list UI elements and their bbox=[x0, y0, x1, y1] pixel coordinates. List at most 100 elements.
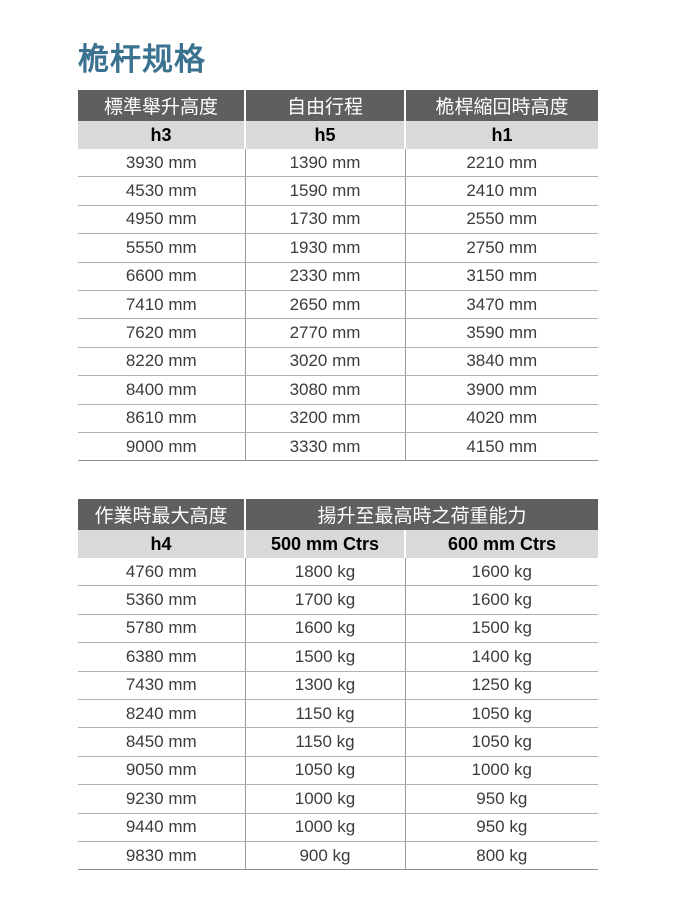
table-cell: 3080 mm bbox=[244, 375, 405, 405]
table-cell: 1730 mm bbox=[244, 205, 405, 235]
table-cell: 7410 mm bbox=[78, 290, 245, 320]
table-row: 9050 mm 1050 kg 1000 kg bbox=[78, 756, 599, 786]
table-row: 8400 mm 3080 mm 3900 mm bbox=[78, 375, 598, 405]
subheader-row: h3 h5 h1 bbox=[78, 121, 598, 149]
table-header: 作業時最大高度 揚升至最高時之荷重能力 h4 500 mm Ctrs 600 m… bbox=[78, 499, 599, 558]
table-cell: 1000 kg bbox=[244, 784, 405, 814]
table-row: 5780 mm 1600 kg 1500 kg bbox=[78, 614, 599, 644]
table-cell: 4530 mm bbox=[78, 176, 245, 206]
table-cell: 1500 kg bbox=[404, 614, 599, 644]
table-row: 9230 mm 1000 kg 950 kg bbox=[78, 784, 599, 814]
table-row: 7430 mm 1300 kg 1250 kg bbox=[78, 671, 599, 700]
table-cell: 1250 kg bbox=[404, 671, 599, 700]
table-cell: 1390 mm bbox=[244, 149, 405, 178]
table-cell: 4150 mm bbox=[404, 432, 598, 462]
table-cell: 3470 mm bbox=[404, 290, 598, 320]
subheader-h5: h5 bbox=[244, 121, 405, 149]
table-cell: 1050 kg bbox=[404, 727, 599, 757]
header-row: 標準舉升高度 自由行程 桅桿縮回時高度 bbox=[78, 90, 598, 121]
table-cell: 1050 kg bbox=[404, 699, 599, 729]
subheader-500mm-ctrs: 500 mm Ctrs bbox=[244, 530, 405, 558]
header-row: 作業時最大高度 揚升至最高時之荷重能力 bbox=[78, 499, 599, 530]
table-cell: 8450 mm bbox=[78, 727, 245, 757]
table-cell: 2750 mm bbox=[404, 233, 598, 263]
table-cell: 5360 mm bbox=[78, 585, 245, 615]
table-cell: 6380 mm bbox=[78, 642, 245, 672]
table-row: 9830 mm 900 kg 800 kg bbox=[78, 841, 599, 871]
table-cell: 5550 mm bbox=[78, 233, 245, 263]
table-row: 4950 mm 1730 mm 2550 mm bbox=[78, 205, 598, 235]
column-header-max-working-height: 作業時最大高度 bbox=[78, 499, 245, 530]
table-cell: 8220 mm bbox=[78, 347, 245, 377]
table-row: 6380 mm 1500 kg 1400 kg bbox=[78, 642, 599, 672]
table-cell: 9440 mm bbox=[78, 813, 245, 842]
table-row: 4530 mm 1590 mm 2410 mm bbox=[78, 176, 598, 206]
table-row: 5360 mm 1700 kg 1600 kg bbox=[78, 585, 599, 615]
table-row: 9000 mm 3330 mm 4150 mm bbox=[78, 432, 598, 462]
table-cell: 3200 mm bbox=[244, 404, 405, 433]
table-cell: 9830 mm bbox=[78, 841, 245, 871]
table-cell: 1800 kg bbox=[244, 558, 405, 587]
column-header-free-lift: 自由行程 bbox=[244, 90, 405, 121]
table-cell: 3590 mm bbox=[404, 318, 598, 348]
subheader-h3: h3 bbox=[78, 121, 245, 149]
table-cell: 3930 mm bbox=[78, 149, 245, 178]
table-cell: 800 kg bbox=[404, 841, 599, 871]
table-cell: 4020 mm bbox=[404, 404, 598, 433]
table-cell: 950 kg bbox=[404, 813, 599, 842]
table-cell: 2770 mm bbox=[244, 318, 405, 348]
table-cell: 9000 mm bbox=[78, 432, 245, 462]
table-row: 3930 mm 1390 mm 2210 mm bbox=[78, 149, 598, 178]
table-cell: 1000 kg bbox=[404, 756, 599, 786]
table-body: 3930 mm 1390 mm 2210 mm 4530 mm 1590 mm 2410 … bbox=[78, 149, 598, 462]
table-cell: 5780 mm bbox=[78, 614, 245, 644]
table-row: 7620 mm 2770 mm 3590 mm bbox=[78, 318, 598, 348]
table-cell: 8400 mm bbox=[78, 375, 245, 405]
mast-lift-height-table: 標準舉升高度 自由行程 桅桿縮回時高度 h3 h5 h1 3930 mm 1390… bbox=[78, 90, 598, 462]
table-cell: 6600 mm bbox=[78, 262, 245, 291]
table-body: 4760 mm 1800 kg 1600 kg 5360 mm 1700 kg 1600 … bbox=[78, 558, 599, 871]
table-cell: 1500 kg bbox=[244, 642, 405, 672]
table-row: 4760 mm 1800 kg 1600 kg bbox=[78, 558, 599, 587]
table-cell: 7430 mm bbox=[78, 671, 245, 700]
table-cell: 1000 kg bbox=[244, 813, 405, 842]
table-row: 9440 mm 1000 kg 950 kg bbox=[78, 813, 599, 842]
subheader-h4: h4 bbox=[78, 530, 245, 558]
max-height-capacity-table: 作業時最大高度 揚升至最高時之荷重能力 h4 500 mm Ctrs 600 m… bbox=[78, 499, 599, 871]
table-cell: 1600 kg bbox=[244, 614, 405, 644]
table-cell: 1050 kg bbox=[244, 756, 405, 786]
table-row: 8610 mm 3200 mm 4020 mm bbox=[78, 404, 598, 433]
table-cell: 9230 mm bbox=[78, 784, 245, 814]
table-cell: 2650 mm bbox=[244, 290, 405, 320]
table-cell: 1590 mm bbox=[244, 176, 405, 206]
column-header-standard-lift-height: 標準舉升高度 bbox=[78, 90, 245, 121]
table-cell: 900 kg bbox=[244, 841, 405, 871]
page-title: 桅杆规格 bbox=[78, 42, 206, 77]
table-row: 8220 mm 3020 mm 3840 mm bbox=[78, 347, 598, 377]
table-row: 6600 mm 2330 mm 3150 mm bbox=[78, 262, 598, 291]
table-cell: 3840 mm bbox=[404, 347, 598, 377]
table-cell: 8610 mm bbox=[78, 404, 245, 433]
table-cell: 2410 mm bbox=[404, 176, 598, 206]
table-row: 7410 mm 2650 mm 3470 mm bbox=[78, 290, 598, 320]
table-cell: 9050 mm bbox=[78, 756, 245, 786]
table-cell: 1600 kg bbox=[404, 558, 599, 587]
table-cell: 1930 mm bbox=[244, 233, 405, 263]
table-cell: 1150 kg bbox=[244, 699, 405, 729]
table-cell: 950 kg bbox=[404, 784, 599, 814]
table-header: 標準舉升高度 自由行程 桅桿縮回時高度 h3 h5 h1 bbox=[78, 90, 598, 149]
table-cell: 2550 mm bbox=[404, 205, 598, 235]
table-cell: 1400 kg bbox=[404, 642, 599, 672]
table-cell: 1600 kg bbox=[404, 585, 599, 615]
table-cell: 3150 mm bbox=[404, 262, 598, 291]
table-cell: 4950 mm bbox=[78, 205, 245, 235]
subheader-600mm-ctrs: 600 mm Ctrs bbox=[403, 530, 599, 558]
table-row: 8240 mm 1150 kg 1050 kg bbox=[78, 699, 599, 729]
column-header-capacity-at-max-lift: 揚升至最高時之荷重能力 bbox=[243, 499, 599, 530]
table-cell: 1300 kg bbox=[244, 671, 405, 700]
column-header-lowered-mast-height: 桅桿縮回時高度 bbox=[404, 90, 598, 121]
subheader-row: h4 500 mm Ctrs 600 mm Ctrs bbox=[78, 530, 599, 558]
table-cell: 3020 mm bbox=[244, 347, 405, 377]
table-row: 8450 mm 1150 kg 1050 kg bbox=[78, 727, 599, 757]
